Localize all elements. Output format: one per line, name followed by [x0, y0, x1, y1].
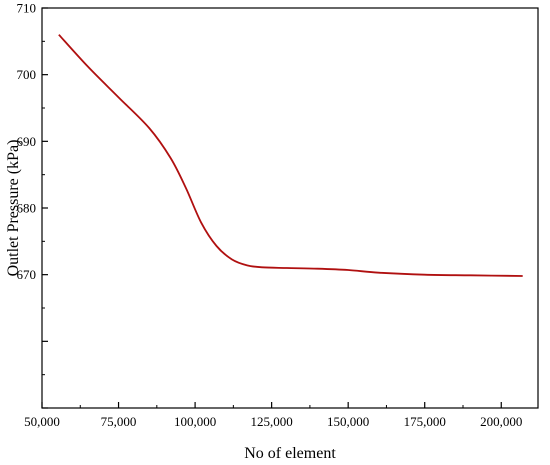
y-tick-label: 710	[17, 1, 37, 16]
y-axis-ticks: 670 680 690 700 710	[17, 1, 48, 409]
series-layer	[58, 34, 523, 277]
x-tick-label: 100,000	[174, 414, 216, 429]
y-tick-label: 680	[17, 201, 37, 216]
x-axis-ticks: 50,000 75,000 100,000 125,000 150,000 175,000…	[24, 402, 522, 429]
series-line	[58, 34, 523, 277]
y-tick-label: 700	[17, 67, 37, 82]
x-axis-title: No of element	[244, 445, 336, 462]
x-tick-label: 50,000	[24, 414, 60, 429]
x-tick-label: 150,000	[327, 414, 369, 429]
x-tick-label: 75,000	[101, 414, 137, 429]
y-axis-title: Outlet Pressure (kPa)	[5, 140, 22, 277]
plot-frame	[41, 7, 539, 409]
x-tick-label: 200,000	[480, 414, 522, 429]
x-tick-label: 175,000	[404, 414, 446, 429]
y-tick-label: 690	[17, 134, 37, 149]
x-tick-label: 125,000	[251, 414, 293, 429]
y-tick-label: 670	[17, 267, 37, 282]
